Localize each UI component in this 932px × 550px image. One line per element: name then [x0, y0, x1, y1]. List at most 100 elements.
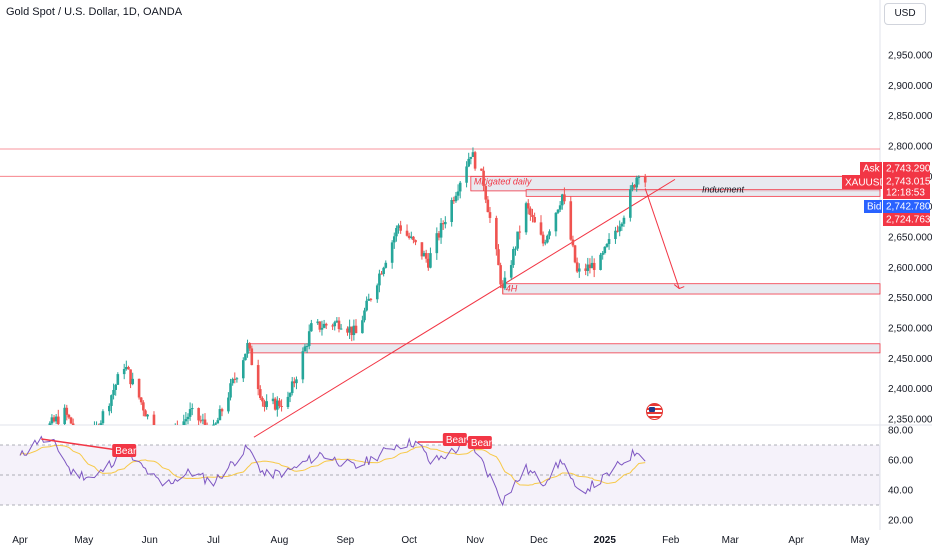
- candle: [190, 408, 194, 410]
- rsi-tick-label: 40.00: [888, 486, 913, 497]
- currency-button[interactable]: USD: [884, 3, 926, 25]
- x-tick-label: Jul: [207, 535, 220, 546]
- x-tick-label: Apr: [12, 535, 28, 546]
- x-tick-label: May: [74, 535, 93, 546]
- candle: [290, 381, 294, 394]
- candle: [539, 222, 543, 235]
- candle: [197, 408, 200, 421]
- candle: [354, 325, 358, 334]
- candle: [129, 369, 132, 385]
- candle: [484, 186, 488, 200]
- candle: [412, 236, 415, 241]
- x-tick-label: Sep: [336, 535, 354, 546]
- candle: [465, 166, 468, 183]
- bid-price: 2,742.780: [886, 202, 931, 213]
- candle: [116, 374, 120, 385]
- candle: [288, 393, 292, 397]
- candle: [533, 216, 536, 223]
- y-tick-label: 2,900.000: [888, 81, 932, 92]
- candle: [114, 384, 117, 390]
- y-tick-label: 2,400.000: [888, 384, 932, 395]
- bear-label: Bear: [115, 446, 137, 457]
- ask-tag-bg: [860, 162, 882, 175]
- candle: [618, 226, 621, 232]
- zone-label: Inducment: [702, 185, 745, 195]
- candle: [52, 417, 56, 422]
- candle: [231, 378, 234, 384]
- candle: [201, 419, 205, 421]
- candle: [331, 325, 334, 327]
- candle: [427, 258, 430, 268]
- candle: [543, 242, 547, 244]
- candle: [310, 323, 313, 332]
- candle: [588, 264, 592, 269]
- x-tick-label: Nov: [466, 535, 484, 546]
- candle: [437, 233, 441, 238]
- candle: [382, 267, 385, 275]
- candle: [569, 201, 573, 240]
- candle: [227, 397, 230, 412]
- candle: [620, 223, 624, 227]
- candle: [244, 353, 247, 361]
- candle: [395, 228, 398, 237]
- candle: [144, 410, 147, 417]
- candle: [563, 194, 566, 202]
- candle: [307, 331, 311, 347]
- candle: [454, 195, 458, 202]
- bear-divergence-line: [41, 438, 125, 452]
- candle: [397, 225, 400, 229]
- candle: [301, 351, 305, 380]
- candle: [414, 240, 417, 243]
- candle: [48, 423, 52, 425]
- candle: [293, 381, 296, 384]
- candle: [316, 321, 320, 324]
- bear-label: Bear: [471, 438, 493, 449]
- candle: [131, 378, 135, 385]
- candle: [199, 420, 203, 422]
- candle: [573, 245, 577, 263]
- candle: [420, 242, 424, 257]
- candle: [603, 246, 607, 254]
- countdown-bg: [883, 188, 930, 199]
- supply-demand-zone: [525, 189, 881, 197]
- candle: [560, 194, 564, 206]
- bid-tag-bg: [864, 200, 882, 213]
- candle: [305, 346, 309, 348]
- candle: [248, 342, 251, 349]
- candle: [435, 233, 439, 254]
- candle: [246, 342, 249, 354]
- candle: [633, 184, 636, 188]
- candle: [214, 423, 217, 425]
- y-tick-label: 2,800.000: [888, 142, 932, 153]
- candle: [71, 423, 75, 425]
- candle: [629, 189, 632, 218]
- candle: [452, 200, 456, 202]
- candle: [363, 310, 366, 321]
- last-price: 2,743.015: [886, 177, 931, 188]
- candle: [512, 249, 515, 266]
- candle: [56, 416, 60, 425]
- candle: [280, 405, 283, 408]
- candle: [405, 230, 409, 236]
- candle: [99, 423, 103, 425]
- candle: [441, 223, 445, 225]
- y-tick-label: 2,600.000: [888, 263, 932, 274]
- arrow-head: [673, 284, 685, 290]
- candle: [399, 225, 402, 231]
- y-tick-label: 2,950.000: [888, 51, 932, 62]
- candle: [424, 253, 428, 259]
- candle: [67, 414, 71, 418]
- candle: [229, 383, 232, 398]
- candle: [361, 320, 364, 334]
- candle: [531, 214, 534, 217]
- candle: [182, 421, 186, 425]
- candle: [590, 262, 594, 269]
- candle: [186, 416, 190, 420]
- candle: [480, 168, 483, 171]
- candle: [571, 239, 575, 246]
- candle: [599, 254, 602, 270]
- us-flag-icon[interactable]: [646, 403, 663, 420]
- line-price-bg: [883, 213, 930, 226]
